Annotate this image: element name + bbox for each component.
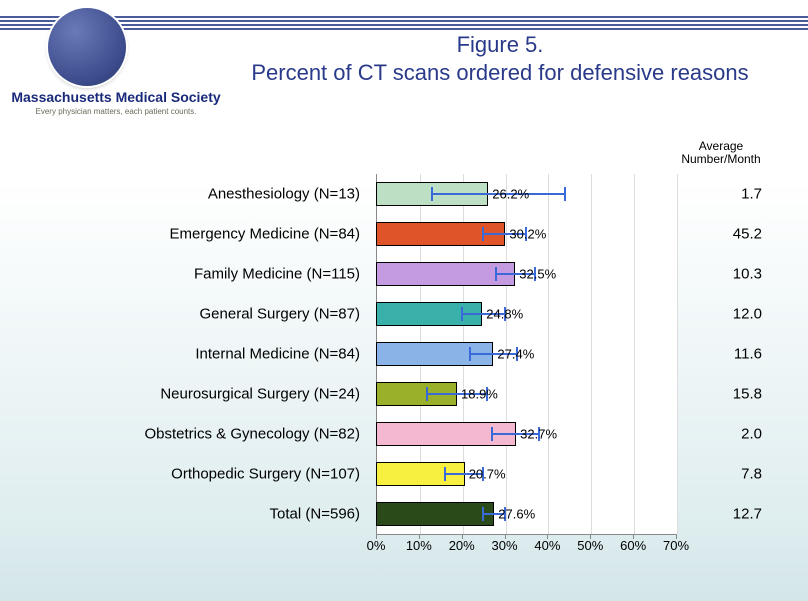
avg-value: 45.2 — [674, 226, 768, 243]
x-tick-label: 70% — [663, 538, 689, 553]
x-axis: 0%10%20%30%40%50%60%70% — [376, 534, 676, 554]
category-label: Orthopedic Surgery (N=107) — [68, 466, 368, 483]
x-tick-label: 0% — [367, 538, 386, 553]
value-label: 32.7% — [520, 427, 557, 442]
category-label: Internal Medicine (N=84) — [68, 346, 368, 363]
bar-chart: Average Number/Month 0% 10% 20% 30% 40% 50% 60… — [68, 140, 768, 570]
value-label: 18.9% — [461, 387, 498, 402]
category-label: Neurosurgical Surgery (N=24) — [68, 386, 368, 403]
category-label: Total (N=596) — [68, 506, 368, 523]
value-label: 30.2% — [509, 227, 546, 242]
category-label: Obstetrics & Gynecology (N=82) — [68, 426, 368, 443]
category-label: Family Medicine (N=115) — [68, 266, 368, 283]
figure-number: Figure 5. — [250, 32, 750, 58]
x-tick-label: 20% — [449, 538, 475, 553]
avg-value: 11.6 — [674, 346, 768, 363]
figure-subtitle: Percent of CT scans ordered for defensiv… — [250, 60, 750, 86]
bar-wrap — [376, 502, 494, 526]
avg-value: 12.0 — [674, 306, 768, 323]
avg-value: 12.7 — [674, 506, 768, 523]
chart-row: Orthopedic Surgery (N=107) 20.7% 7.8 — [68, 454, 768, 494]
category-label: General Surgery (N=87) — [68, 306, 368, 323]
org-tagline: Every physician matters, each patient co… — [6, 107, 226, 116]
avg-value: 7.8 — [674, 466, 768, 483]
org-seal-icon — [48, 8, 126, 86]
chart-row: Anesthesiology (N=13) 26.2% 1.7 — [68, 174, 768, 214]
value-label: 20.7% — [469, 467, 506, 482]
x-tick-label: 50% — [577, 538, 603, 553]
x-tick-label: 10% — [406, 538, 432, 553]
chart-row: Total (N=596) 27.6% 12.7 — [68, 494, 768, 534]
chart-row: Family Medicine (N=115) 32.5% 10.3 — [68, 254, 768, 294]
avg-value: 2.0 — [674, 426, 768, 443]
value-label: 24.8% — [486, 307, 523, 322]
x-tick-label: 30% — [492, 538, 518, 553]
figure-title: Figure 5. Percent of CT scans ordered fo… — [250, 32, 750, 86]
avg-value: 1.7 — [674, 186, 768, 203]
chart-row: Emergency Medicine (N=84) 30.2% 45.2 — [68, 214, 768, 254]
value-label: 26.2% — [492, 187, 529, 202]
chart-row: Neurosurgical Surgery (N=24) 18.9% 15.8 — [68, 374, 768, 414]
x-tick-label: 60% — [620, 538, 646, 553]
avg-value: 10.3 — [674, 266, 768, 283]
chart-row: Internal Medicine (N=84) 27.4% 11.6 — [68, 334, 768, 374]
category-label: Anesthesiology (N=13) — [68, 186, 368, 203]
avg-value: 15.8 — [674, 386, 768, 403]
value-label: 27.4% — [497, 347, 534, 362]
bar — [376, 502, 494, 526]
org-name: Massachusetts Medical Society — [6, 90, 226, 105]
chart-row: General Surgery (N=87) 24.8% 12.0 — [68, 294, 768, 334]
avg-header-l1: Average — [699, 139, 743, 153]
chart-row: Obstetrics & Gynecology (N=82) 32.7% 2.0 — [68, 414, 768, 454]
avg-header-l2: Number/Month — [681, 152, 760, 166]
value-label: 27.6% — [498, 507, 535, 522]
value-label: 32.5% — [519, 267, 556, 282]
x-tick-label: 40% — [534, 538, 560, 553]
avg-header: Average Number/Month — [674, 140, 768, 166]
org-block: Massachusetts Medical Society Every phys… — [6, 90, 226, 116]
category-label: Emergency Medicine (N=84) — [68, 226, 368, 243]
